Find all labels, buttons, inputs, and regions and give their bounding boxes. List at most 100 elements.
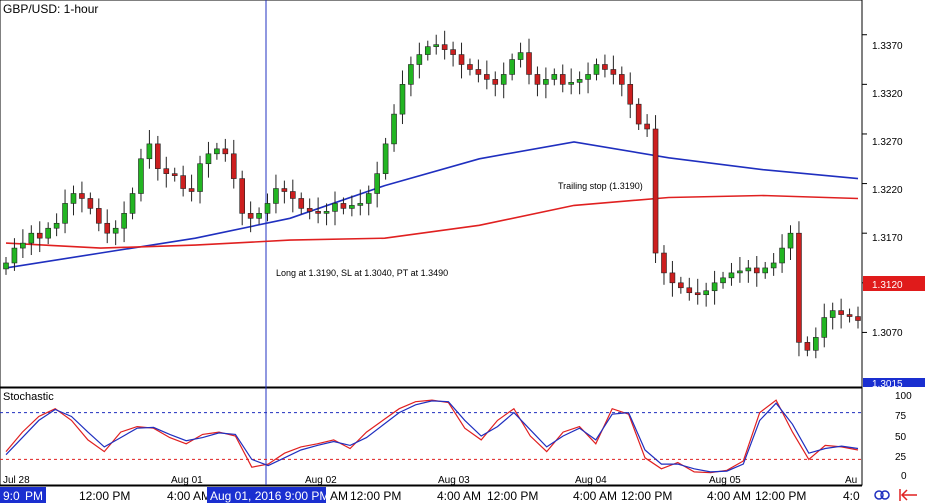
candle-body	[222, 148, 229, 155]
chart-title: GBP/USD: 1-hour	[3, 2, 98, 16]
time-label-13: 12:00 PM	[755, 489, 806, 503]
date-label-3: Aug 02	[305, 475, 337, 486]
price-tick-3: 1.3270	[872, 137, 903, 148]
time-label-12: 4:00 AM	[707, 489, 751, 503]
candle-body	[239, 178, 245, 214]
candle-body	[745, 267, 752, 272]
candle-body	[290, 191, 296, 199]
candle-body	[163, 168, 170, 174]
candle-body	[3, 262, 9, 270]
candle-body	[399, 84, 406, 115]
candle-body	[829, 310, 836, 318]
price-tick-7: 1.3070	[872, 328, 903, 339]
candle-body	[737, 270, 743, 274]
time-label-8: 4:00 AM	[437, 489, 481, 503]
candle-body	[214, 148, 220, 155]
candle-body	[281, 188, 288, 192]
candle-body	[509, 59, 515, 75]
date-label-6: Aug 05	[709, 475, 741, 486]
candle-body	[323, 211, 330, 214]
candle-body	[247, 213, 254, 219]
candle-body	[450, 49, 456, 55]
price-tick-5: 1.3170	[872, 233, 903, 244]
candle-body	[728, 272, 735, 279]
candle-body	[112, 227, 119, 234]
candle-body	[104, 222, 111, 234]
candle-body	[694, 292, 701, 296]
candle-body	[593, 64, 600, 75]
link-icon[interactable]	[874, 490, 890, 500]
date-label-4: Aug 03	[438, 475, 470, 486]
candle-body	[568, 82, 574, 85]
candle-body	[441, 44, 448, 50]
moving-average-line	[5, 141, 859, 269]
candle-body	[804, 342, 811, 351]
candle-body	[155, 143, 161, 169]
candle-body	[382, 143, 389, 174]
candle-body	[138, 158, 144, 194]
candle-body	[838, 310, 844, 315]
candle-body	[669, 272, 676, 284]
current-price-label: 1.3120	[872, 280, 903, 291]
candle-body	[374, 173, 380, 194]
candle-body	[20, 242, 26, 249]
candle-body	[188, 188, 195, 192]
time-label-11: 12:00 PM	[621, 489, 672, 503]
candle-body	[45, 227, 51, 239]
candle-body	[787, 232, 794, 249]
time-label-3: 12:00 PM	[79, 489, 130, 503]
candle-body	[146, 143, 153, 160]
candle-body	[686, 287, 693, 294]
candle-body	[129, 193, 136, 214]
candle-body	[652, 128, 659, 254]
candle-body	[711, 282, 718, 292]
candle-body	[273, 188, 279, 204]
candle-body	[95, 208, 102, 224]
candle-body	[559, 74, 566, 85]
candle-body	[627, 84, 634, 105]
candle-body	[500, 74, 507, 85]
candle-body	[610, 69, 617, 75]
candle-body	[121, 213, 127, 229]
stoch-tick-25: 25	[895, 452, 907, 463]
candle-body	[11, 247, 18, 264]
candle-body	[846, 314, 853, 317]
candle-body	[484, 74, 490, 80]
candle-body	[391, 113, 397, 145]
candle-body	[332, 203, 338, 212]
candle-body	[720, 277, 726, 284]
current-price-box	[863, 276, 925, 291]
trailing-stop-annotation: Trailing stop (1.3190)	[558, 181, 643, 191]
candle-body	[543, 79, 549, 85]
candle-body	[36, 232, 43, 239]
candle-body	[762, 267, 769, 274]
candle-body	[416, 54, 423, 65]
candle-body	[551, 74, 558, 80]
candle-body	[180, 175, 186, 189]
crosshair-time-label: Aug 01, 2016 9:00 PM	[210, 489, 329, 503]
candle-body	[619, 74, 625, 85]
candle-body	[796, 232, 802, 343]
candle-body	[526, 52, 532, 75]
time-label-7: 12:00 PM	[350, 489, 401, 503]
price-tick-4: 1.3220	[872, 185, 903, 196]
candle-body	[821, 317, 828, 338]
candle-body	[458, 54, 465, 65]
date-label-7: Au	[845, 475, 857, 486]
price-tick-2: 1.3320	[872, 89, 903, 100]
candle-body	[753, 267, 760, 274]
candle-body	[424, 46, 431, 55]
stoch-tick-75: 75	[895, 411, 907, 422]
stoch-tick-0: 0	[901, 471, 907, 482]
candle-body	[70, 193, 77, 204]
candle-body	[467, 64, 473, 70]
stochastic-d-line	[5, 400, 859, 473]
candle-body	[256, 213, 262, 219]
arrow-left-icon[interactable]	[899, 489, 917, 501]
candle-body	[585, 74, 591, 80]
candle-body	[306, 208, 313, 212]
candle-body	[171, 173, 178, 176]
candle-body	[79, 193, 85, 199]
price-pane	[0, 0, 863, 388]
stochastic-title: Stochastic	[3, 391, 54, 403]
